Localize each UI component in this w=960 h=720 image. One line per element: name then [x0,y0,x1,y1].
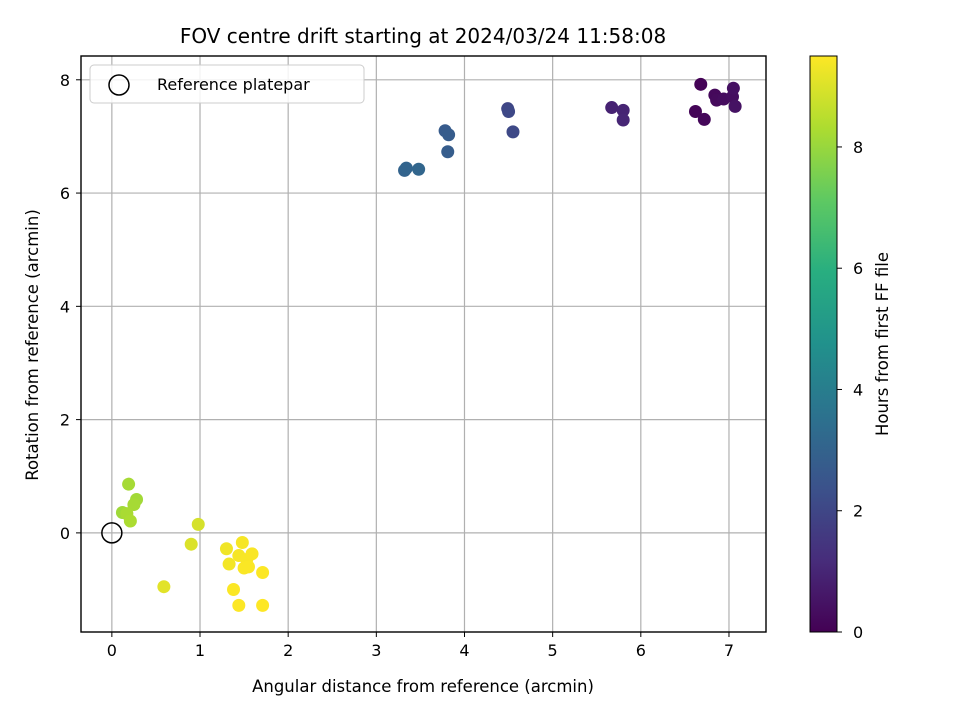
data-point [605,101,619,115]
data-point [232,598,246,612]
colorbar-tick-label: 6 [853,259,863,278]
data-point [441,145,455,159]
colorbar-gradient [809,55,838,633]
data-point [728,99,742,113]
data-point [184,537,198,551]
x-tick-label: 4 [459,641,469,660]
legend-label-reference-platepar: Reference platepar [157,75,310,94]
data-point [697,112,711,126]
data-point [245,547,259,561]
data-point [256,566,270,580]
colorbar-tick-label: 0 [853,623,863,642]
data-point [506,125,520,139]
y-tick-label: 4 [60,297,70,316]
colorbar-tick-label: 4 [853,380,863,399]
data-point [688,105,702,119]
x-tick-label: 6 [636,641,646,660]
axis-ticks: 0 1 2 3 4 5 6 7 0 2 4 6 8 [60,71,734,660]
data-point [399,161,413,175]
colorbar: 0 2 4 6 8 Hours from first FF file [809,55,892,642]
data-point [242,560,256,574]
data-points [101,77,742,612]
data-point [616,103,630,117]
data-point [123,514,137,528]
y-tick-label: 2 [60,411,70,430]
reference-platepar-marker [101,522,123,544]
colorbar-ticks: 0 2 4 6 8 [837,138,863,642]
data-point [157,580,171,594]
legend: Reference platepar [89,64,365,104]
chart-title: FOV centre drift starting at 2024/03/24 … [180,24,666,48]
data-point [191,517,205,531]
x-tick-label: 5 [548,641,558,660]
legend-reference-marker-icon [108,74,130,96]
data-point [219,542,233,556]
data-point [502,105,516,119]
legend-box [89,64,365,104]
data-point [694,77,708,91]
x-tick-label: 0 [107,641,117,660]
plot-frame [80,55,767,633]
colorbar-tick-label: 2 [853,502,863,521]
x-tick-label: 1 [195,641,205,660]
data-point [222,557,236,571]
x-tick-label: 7 [724,641,734,660]
x-tick-label: 2 [283,641,293,660]
data-point [122,477,136,491]
data-point [442,128,456,142]
data-point [227,583,241,597]
data-point [726,81,740,95]
y-tick-label: 0 [60,524,70,543]
data-point [616,113,630,127]
x-axis-label: Angular distance from reference (arcmin) [252,677,594,696]
y-axis-label: Rotation from reference (arcmin) [23,209,42,481]
data-point [127,498,141,512]
colorbar-label: Hours from first FF file [873,252,892,436]
grid [81,56,766,632]
x-tick-label: 3 [371,641,381,660]
y-tick-label: 6 [60,184,70,203]
data-point [256,598,270,612]
colorbar-tick-label: 8 [853,138,863,157]
data-point [412,162,426,176]
data-point [235,536,249,550]
y-tick-label: 8 [60,71,70,90]
